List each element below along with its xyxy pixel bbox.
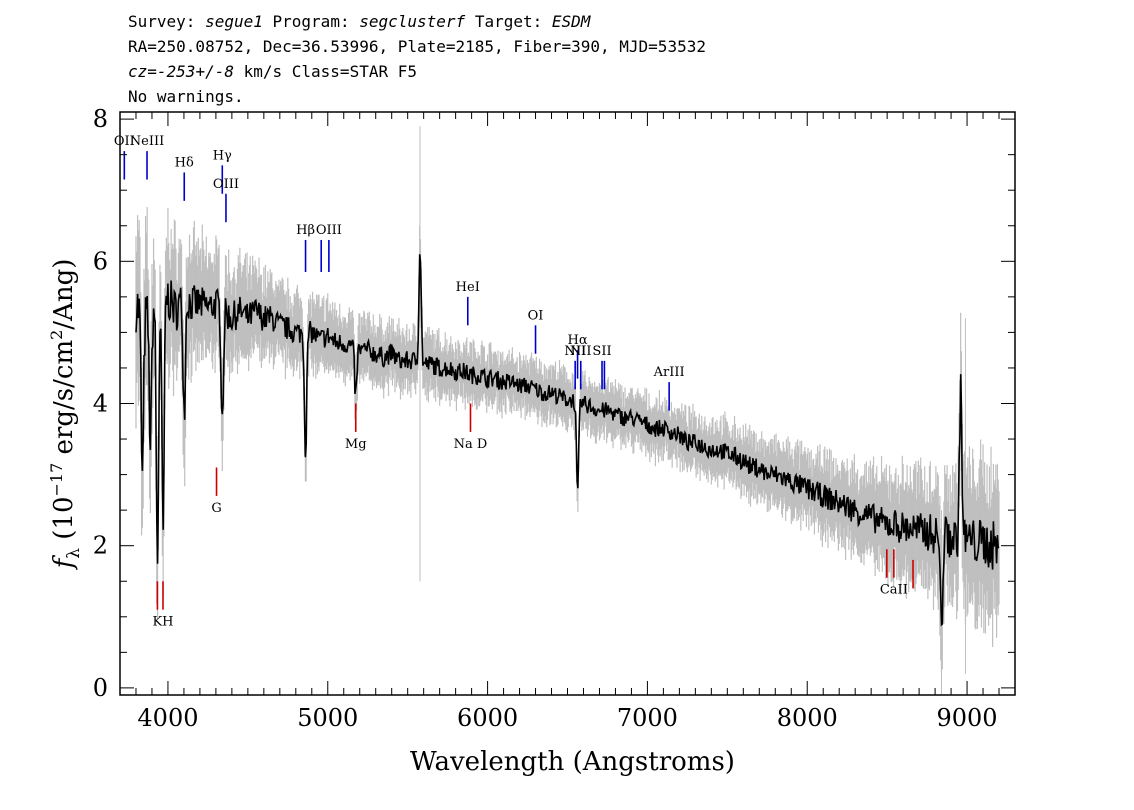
program-value: segclusterf <box>359 12 466 31</box>
y-axis: 0 2 4 6 8 <box>93 105 1015 702</box>
flux-line <box>135 254 1000 627</box>
header-line-3: cz=-253+/-8 km/s Class=STAR F5 <box>128 62 417 82</box>
x-tick-label: 9000 <box>937 704 998 732</box>
absorption-line-label: Mg <box>345 437 367 452</box>
absorption-line-markers: KH G Mg Na D CaII <box>152 403 914 630</box>
x-tick-label: 4000 <box>137 704 198 732</box>
x-tick-label: 8000 <box>777 704 838 732</box>
emission-line-label: OI <box>528 308 544 323</box>
x-tick-label: 6000 <box>457 704 518 732</box>
absorption-line-label: KH <box>152 615 173 630</box>
program-label: Program: <box>272 12 350 31</box>
emission-line-label: OIII <box>316 223 342 238</box>
emission-line-label: NeIII <box>130 134 164 149</box>
emission-line-label: SII <box>592 344 611 359</box>
y-tick-label: 6 <box>93 247 108 275</box>
y-tick-label: 2 <box>93 532 108 560</box>
survey-value: segue1 <box>205 12 263 31</box>
cz-label: cz= <box>128 62 157 81</box>
header-line-1: Survey: segue1 Program: segclusterf Targ… <box>128 12 590 32</box>
y-tick-label: 8 <box>93 105 108 133</box>
y-tick-label: 0 <box>93 674 108 702</box>
x-tick-label: 7000 <box>617 704 678 732</box>
emission-line-label: Hβ <box>296 223 315 238</box>
emission-line-label: OIII <box>213 177 239 192</box>
x-axis-title: Wavelength (Angstroms) <box>410 747 735 777</box>
survey-label: Survey: <box>128 12 196 31</box>
emission-line-label: Hγ <box>213 148 232 163</box>
emission-line-label: NII <box>564 344 586 359</box>
cz-value: -253+/-8 <box>156 62 234 81</box>
emission-line-label: HeI <box>456 280 480 295</box>
cz-class-text: km/s Class=STAR F5 <box>233 62 417 81</box>
error-band <box>135 126 1000 695</box>
header-line-2: RA=250.08752, Dec=36.53996, Plate=2185, … <box>128 37 706 56</box>
emission-line-label: OII <box>114 134 135 149</box>
y-axis-title: fλ (10−17 erg/s/cm2/Ang) <box>47 259 84 571</box>
absorption-line-label: Na D <box>454 437 488 452</box>
absorption-line-label: CaII <box>880 583 908 598</box>
x-axis: 4000 5000 6000 7000 8000 9000 <box>119 112 1016 732</box>
emission-line-label: ArIII <box>653 365 685 380</box>
warnings-text: No warnings. <box>128 87 244 106</box>
target-label: Target: <box>474 12 543 31</box>
emission-line-label: Hδ <box>175 155 194 170</box>
y-tick-label: 4 <box>93 390 108 418</box>
x-tick-label: 5000 <box>297 704 358 732</box>
emission-line-label: NII <box>570 344 592 359</box>
emission-line-label: Hα <box>568 333 588 348</box>
absorption-line-label: G <box>211 501 221 516</box>
target-value: ESDM <box>551 12 591 31</box>
